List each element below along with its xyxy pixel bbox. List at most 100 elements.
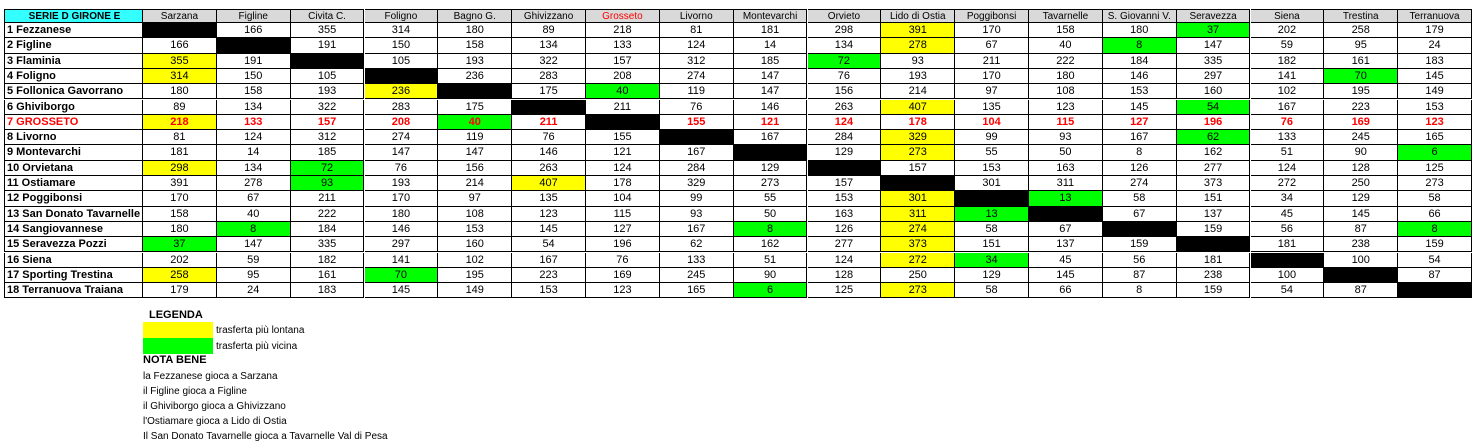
legend-label: trasferta più lontana	[216, 325, 305, 336]
distance-cell: 165	[659, 283, 734, 299]
distance-cell: 97	[955, 84, 1029, 100]
row-label: 4 Foligno	[4, 68, 143, 85]
distance-cell: 157	[290, 114, 365, 131]
distance-cell: 297	[364, 237, 439, 253]
distance-cell: 272	[881, 252, 956, 268]
distance-cell: 133	[1250, 130, 1325, 146]
legend-swatch	[143, 322, 213, 338]
distance-cell: 151	[1176, 191, 1251, 207]
distance-cell: 218	[143, 114, 217, 131]
distance-cell: 134	[512, 38, 586, 54]
column-header: Figline	[216, 9, 291, 23]
distance-cell: 147	[733, 84, 808, 100]
distance-cell: 127	[586, 221, 660, 238]
distance-cell: 153	[955, 160, 1029, 176]
distance-cell: 169	[1324, 114, 1399, 131]
distance-cell: 51	[1250, 145, 1325, 161]
distance-cell: 153	[807, 191, 882, 207]
distance-cell: 179	[143, 283, 217, 299]
distance-cell: 8	[1102, 283, 1177, 299]
distance-cell: 55	[955, 145, 1029, 161]
distance-cell: 76	[364, 160, 439, 176]
distance-cell: 181	[143, 145, 217, 161]
distance-cell: 274	[881, 221, 956, 238]
row-label: 10 Orvietana	[4, 160, 143, 176]
distance-cell: 108	[1029, 84, 1103, 100]
distance-cell: 13	[955, 206, 1029, 222]
distance-cell: 181	[1250, 237, 1325, 253]
distance-cell: 147	[438, 145, 513, 161]
distance-cell: 100	[1324, 252, 1399, 268]
distance-cell: 134	[807, 38, 882, 54]
distance-cell: 100	[1250, 267, 1325, 284]
distance-cell: 167	[733, 130, 808, 146]
row-label: 7 GROSSETO	[4, 114, 143, 131]
note-line: l'Ostiamare gioca a Lido di Ostia	[143, 416, 287, 427]
distance-cell: 89	[512, 23, 586, 39]
distance-cell: 185	[733, 53, 808, 69]
distance-cell: 145	[1324, 206, 1399, 222]
distance-cell: 167	[659, 145, 734, 161]
distance-cell: 87	[1324, 283, 1399, 299]
diagonal-cell	[955, 191, 1029, 207]
distance-cell: 238	[1176, 267, 1251, 284]
distance-cell: 51	[733, 252, 808, 268]
distance-cell: 72	[807, 53, 882, 69]
distance-cell: 95	[1324, 38, 1399, 54]
distance-cell: 40	[1029, 38, 1103, 54]
distance-cell: 149	[438, 283, 513, 299]
distance-cell: 329	[881, 130, 956, 146]
distance-cell: 158	[438, 38, 513, 54]
distance-cell: 170	[955, 68, 1029, 85]
distance-cell: 159	[1176, 283, 1251, 299]
distance-cell: 87	[1398, 267, 1472, 284]
distance-cell: 97	[438, 191, 513, 207]
distance-cell: 62	[1176, 130, 1251, 146]
diagonal-cell	[881, 176, 956, 192]
distance-cell: 151	[955, 237, 1029, 253]
distance-cell: 373	[1176, 176, 1251, 192]
row-label: 8 Livorno	[4, 130, 143, 146]
distance-cell: 314	[364, 23, 439, 39]
distance-cell: 297	[1176, 68, 1251, 85]
distance-cell: 129	[1324, 191, 1399, 207]
distance-cell: 66	[1398, 206, 1472, 222]
diagonal-cell	[438, 84, 513, 100]
distance-cell: 157	[881, 160, 956, 176]
distance-cell: 167	[1250, 99, 1325, 115]
distance-cell: 335	[1176, 53, 1251, 69]
diagonal-cell	[807, 160, 882, 176]
distance-cell: 127	[1102, 114, 1177, 131]
distance-cell: 180	[1029, 68, 1103, 85]
distance-cell: 195	[1324, 84, 1399, 100]
distance-cell: 58	[955, 221, 1029, 238]
row-label: 9 Montevarchi	[4, 145, 143, 161]
diagonal-cell	[216, 38, 291, 54]
column-header: Seravezza	[1176, 9, 1251, 23]
distance-cell: 133	[586, 38, 660, 54]
row-label: 17 Sporting Trestina	[4, 267, 143, 284]
distance-cell: 124	[807, 252, 882, 268]
distance-cell: 66	[1029, 283, 1103, 299]
distance-cell: 170	[143, 191, 217, 207]
distance-cell: 373	[881, 237, 956, 253]
distance-cell: 322	[512, 53, 586, 69]
column-header: Civita C.	[290, 9, 365, 23]
distance-cell: 222	[1029, 53, 1103, 69]
distance-cell: 180	[364, 206, 439, 222]
row-label: 18 Terranuova Traiana	[4, 283, 143, 299]
distance-cell: 67	[1102, 206, 1177, 222]
distance-cell: 40	[586, 84, 660, 100]
distance-cell: 182	[1250, 53, 1325, 69]
diagonal-cell	[1102, 221, 1177, 238]
distance-cell: 6	[1398, 145, 1472, 161]
column-header: Lido di Ostia	[881, 9, 956, 23]
distance-cell: 284	[659, 160, 734, 176]
distance-cell: 175	[438, 99, 513, 115]
distance-cell: 54	[1398, 252, 1472, 268]
distance-cell: 146	[733, 99, 808, 115]
distance-cell: 191	[290, 38, 365, 54]
distance-cell: 195	[438, 267, 513, 284]
distance-cell: 102	[1250, 84, 1325, 100]
distance-cell: 329	[659, 176, 734, 192]
